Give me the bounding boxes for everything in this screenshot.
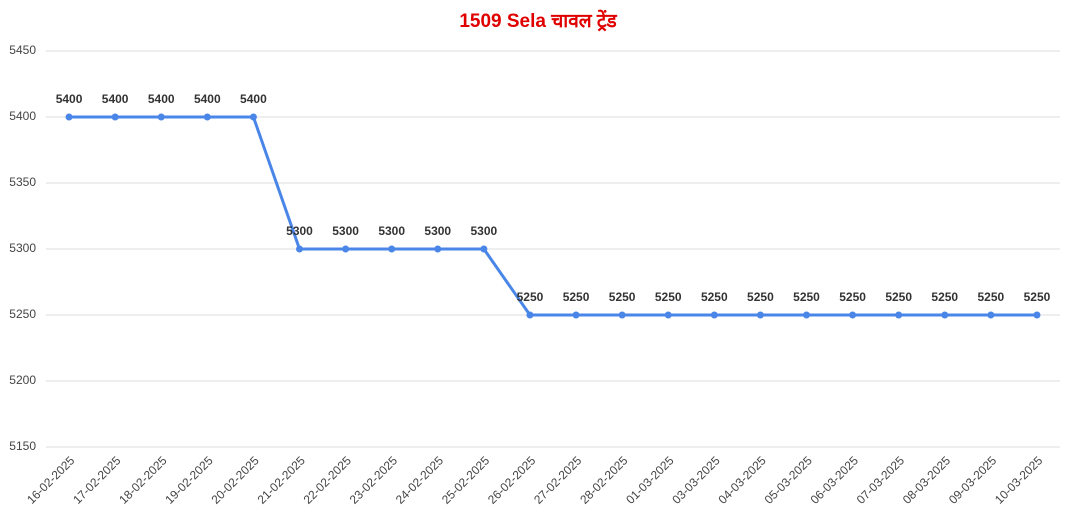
point (803, 311, 810, 319)
y-tick-label: 5150 (9, 439, 36, 453)
x-tick-label: 08-03-2025 (900, 453, 954, 507)
x-tick-label: 07-03-2025 (854, 453, 908, 507)
x-tick-label: 17-02-2025 (70, 453, 124, 507)
data-label: 5250 (517, 290, 544, 304)
y-tick-label: 5200 (9, 373, 36, 387)
x-tick-label: 26-02-2025 (485, 453, 539, 507)
point (203, 113, 211, 121)
line (69, 115, 1037, 317)
x-tick-label: 05-03-2025 (762, 453, 816, 507)
data-label: 5250 (793, 290, 820, 304)
x-tick-label: 25-02-2025 (439, 453, 493, 507)
data-label: 5250 (839, 290, 866, 304)
data-label: 5300 (378, 224, 405, 238)
x-tick-label: 01-03-2025 (623, 453, 677, 507)
point (710, 311, 718, 319)
x-tick-label: 21-02-2025 (255, 453, 309, 507)
x-tick-label: 16-02-2025 (24, 453, 78, 507)
data-label: 5250 (747, 290, 774, 304)
point (388, 245, 396, 253)
point (296, 245, 303, 253)
point (895, 311, 903, 319)
chart-title: 1509 Sela चावल ट्रेंड (459, 9, 617, 32)
data-label: 5400 (194, 92, 221, 106)
point (756, 311, 764, 319)
x-tick-label: 10-03-2025 (992, 453, 1046, 507)
x-tick-label: 28-02-2025 (577, 453, 631, 507)
x-tick-label: 09-03-2025 (946, 453, 1000, 507)
data-label: 5300 (332, 224, 359, 238)
y-tick-label: 5300 (9, 241, 36, 255)
point (111, 113, 119, 121)
point (65, 113, 73, 121)
data-label: 5250 (701, 290, 728, 304)
data-label: 5300 (286, 224, 313, 238)
data-label: 5400 (102, 92, 129, 106)
point (849, 311, 857, 319)
point (941, 311, 949, 319)
data-label: 5250 (885, 290, 912, 304)
point (987, 311, 995, 319)
y-tick-label: 5350 (9, 175, 36, 189)
data-label: 5250 (609, 290, 636, 304)
x-tick-label: 27-02-2025 (531, 453, 585, 507)
x-tick-label: 20-02-2025 (208, 453, 262, 507)
y-tick-label: 5250 (9, 307, 36, 321)
point (480, 245, 488, 253)
point (157, 113, 165, 121)
point (1033, 311, 1041, 319)
data-label: 5250 (655, 290, 682, 304)
data-label: 5300 (471, 224, 498, 238)
x-tick-label: 23-02-2025 (347, 453, 401, 507)
x-tick-label: 24-02-2025 (393, 453, 447, 507)
x-tick-label: 03-03-2025 (669, 453, 723, 507)
point (572, 311, 580, 319)
data-label: 5250 (978, 290, 1005, 304)
data-label: 5400 (148, 92, 175, 106)
x-tick-label: 06-03-2025 (808, 453, 862, 507)
data-label: 5250 (1024, 290, 1051, 304)
point (434, 245, 442, 253)
point (618, 311, 626, 319)
y-tick-label: 5450 (9, 43, 36, 57)
x-tick-label: 22-02-2025 (301, 453, 355, 507)
data-label: 5250 (563, 290, 590, 304)
point (249, 113, 257, 121)
data-label: 5400 (240, 92, 267, 106)
x-tick-label: 18-02-2025 (116, 453, 170, 507)
data-label: 5300 (424, 224, 451, 238)
point (342, 245, 350, 253)
y-tick-label: 5400 (9, 109, 36, 123)
data-label: 5400 (56, 92, 83, 106)
x-tick-label: 04-03-2025 (715, 453, 769, 507)
x-tick-label: 19-02-2025 (162, 453, 216, 507)
point (664, 311, 672, 319)
point (526, 311, 534, 319)
data-label: 5250 (931, 290, 958, 304)
